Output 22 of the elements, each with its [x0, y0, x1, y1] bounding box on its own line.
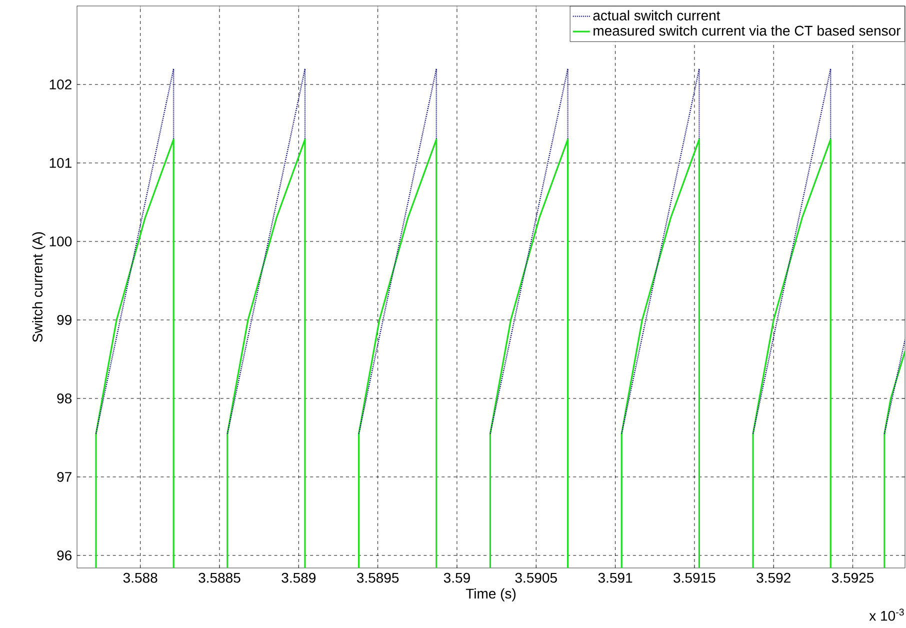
x-tick-label: 3.5915: [674, 572, 716, 583]
x-tick-label: 3.592: [756, 572, 790, 583]
y-tick-label: 97: [57, 472, 72, 482]
x-tick-label: 3.59: [444, 572, 470, 583]
x-tick-label: 3.589: [282, 572, 316, 583]
x-tick-label: 3.588: [123, 572, 158, 583]
x-tick-label: 3.5895: [356, 572, 399, 583]
x-tick-label: 3.591: [598, 572, 632, 583]
y-tick-label: 98: [57, 393, 72, 404]
y-tick-label: 99: [57, 314, 72, 325]
y-axis-title: Switch current (A): [32, 232, 46, 342]
legend-label: actual switch current: [593, 10, 720, 20]
y-tick-label: 100: [50, 236, 72, 246]
x-axis-title: Time (s): [466, 588, 516, 602]
y-tick-label: 96: [57, 550, 72, 560]
x-tick-label: 3.5885: [198, 572, 240, 583]
y-tick-label: 102: [50, 80, 72, 90]
legend-label: measured switch current via the CT based sensor: [594, 25, 901, 36]
text: x 10$^{-3}$: [869, 608, 904, 621]
x-tick-label: 3.5905: [515, 572, 557, 583]
y-tick-label: 101: [50, 158, 72, 168]
x-tick-label: 3.5925: [832, 572, 874, 583]
